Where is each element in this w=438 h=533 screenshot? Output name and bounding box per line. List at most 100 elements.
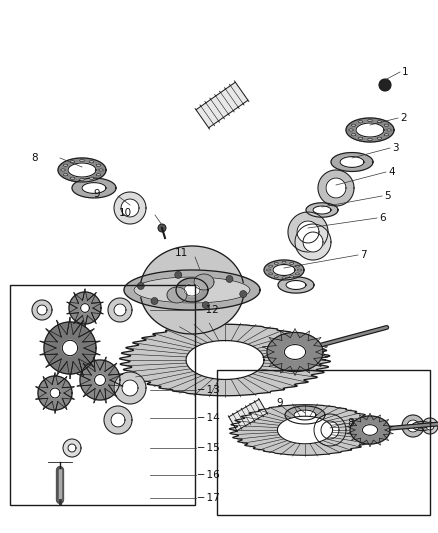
Polygon shape bbox=[350, 416, 390, 444]
Text: 1: 1 bbox=[402, 67, 409, 77]
Ellipse shape bbox=[89, 177, 94, 179]
Text: 5: 5 bbox=[384, 191, 391, 201]
Polygon shape bbox=[402, 415, 424, 437]
Ellipse shape bbox=[377, 120, 382, 123]
Polygon shape bbox=[63, 439, 81, 457]
Text: 11: 11 bbox=[175, 248, 188, 258]
Ellipse shape bbox=[70, 160, 75, 163]
Ellipse shape bbox=[368, 119, 372, 122]
Polygon shape bbox=[184, 284, 200, 296]
Polygon shape bbox=[104, 406, 132, 434]
Polygon shape bbox=[38, 376, 72, 410]
Ellipse shape bbox=[349, 129, 353, 131]
Polygon shape bbox=[111, 413, 125, 427]
Polygon shape bbox=[422, 418, 438, 434]
Polygon shape bbox=[68, 163, 96, 177]
Polygon shape bbox=[321, 421, 339, 439]
Ellipse shape bbox=[351, 124, 356, 126]
Polygon shape bbox=[167, 287, 187, 303]
Polygon shape bbox=[124, 270, 260, 310]
Polygon shape bbox=[82, 183, 106, 193]
Ellipse shape bbox=[266, 269, 271, 271]
Ellipse shape bbox=[282, 277, 286, 279]
Ellipse shape bbox=[358, 137, 363, 139]
Ellipse shape bbox=[290, 262, 294, 264]
Ellipse shape bbox=[290, 276, 294, 278]
Text: 4: 4 bbox=[388, 167, 395, 177]
Polygon shape bbox=[140, 246, 244, 334]
Ellipse shape bbox=[282, 261, 286, 263]
Polygon shape bbox=[314, 414, 346, 446]
Polygon shape bbox=[114, 304, 126, 316]
Polygon shape bbox=[286, 280, 306, 289]
Ellipse shape bbox=[70, 177, 75, 179]
Ellipse shape bbox=[377, 137, 382, 139]
Polygon shape bbox=[326, 178, 346, 198]
Polygon shape bbox=[95, 375, 106, 385]
Text: 7: 7 bbox=[360, 250, 367, 260]
Polygon shape bbox=[417, 424, 427, 428]
Text: ─ 16: ─ 16 bbox=[197, 470, 220, 480]
Text: ─ 13: ─ 13 bbox=[197, 385, 220, 395]
Polygon shape bbox=[122, 380, 138, 396]
Text: 3: 3 bbox=[392, 143, 399, 153]
Ellipse shape bbox=[96, 164, 101, 166]
Text: 2: 2 bbox=[400, 113, 406, 123]
Polygon shape bbox=[108, 298, 132, 322]
Polygon shape bbox=[176, 278, 208, 302]
Circle shape bbox=[158, 224, 166, 232]
Circle shape bbox=[379, 79, 391, 91]
Polygon shape bbox=[362, 425, 378, 435]
Ellipse shape bbox=[268, 273, 272, 275]
Ellipse shape bbox=[384, 134, 389, 136]
Polygon shape bbox=[273, 264, 295, 276]
Ellipse shape bbox=[351, 134, 356, 136]
Text: 9: 9 bbox=[93, 189, 100, 199]
Ellipse shape bbox=[89, 160, 94, 163]
Polygon shape bbox=[285, 406, 325, 424]
Text: 8: 8 bbox=[32, 153, 38, 163]
Polygon shape bbox=[80, 360, 120, 400]
Polygon shape bbox=[81, 304, 89, 312]
Text: 9: 9 bbox=[276, 398, 283, 408]
Polygon shape bbox=[412, 422, 432, 431]
Text: ─ 17: ─ 17 bbox=[197, 493, 220, 503]
Ellipse shape bbox=[61, 169, 65, 171]
Ellipse shape bbox=[99, 169, 103, 171]
Ellipse shape bbox=[387, 129, 391, 131]
Polygon shape bbox=[294, 410, 316, 420]
Ellipse shape bbox=[80, 179, 84, 181]
Polygon shape bbox=[134, 277, 250, 303]
Polygon shape bbox=[346, 118, 394, 142]
Text: ─ 12: ─ 12 bbox=[196, 305, 219, 315]
Polygon shape bbox=[229, 399, 267, 431]
Polygon shape bbox=[58, 158, 106, 182]
Circle shape bbox=[151, 297, 158, 304]
Circle shape bbox=[175, 271, 182, 278]
Ellipse shape bbox=[384, 124, 389, 126]
Text: ─ 14: ─ 14 bbox=[197, 413, 220, 423]
Circle shape bbox=[240, 290, 247, 297]
Polygon shape bbox=[114, 192, 146, 224]
Polygon shape bbox=[62, 340, 78, 356]
Text: 10: 10 bbox=[119, 208, 132, 218]
Text: ─ 15: ─ 15 bbox=[197, 443, 220, 453]
Ellipse shape bbox=[368, 139, 372, 141]
Polygon shape bbox=[331, 152, 373, 172]
Polygon shape bbox=[68, 444, 76, 452]
Ellipse shape bbox=[64, 164, 68, 166]
Ellipse shape bbox=[295, 273, 300, 275]
Polygon shape bbox=[44, 322, 96, 374]
Polygon shape bbox=[306, 203, 338, 217]
Polygon shape bbox=[120, 324, 330, 395]
Polygon shape bbox=[340, 157, 364, 167]
Polygon shape bbox=[121, 199, 139, 217]
Polygon shape bbox=[277, 416, 332, 444]
Ellipse shape bbox=[274, 262, 278, 264]
Polygon shape bbox=[295, 224, 331, 260]
Polygon shape bbox=[426, 422, 434, 430]
Polygon shape bbox=[313, 206, 331, 214]
Polygon shape bbox=[288, 212, 328, 252]
Polygon shape bbox=[50, 388, 60, 398]
Polygon shape bbox=[407, 420, 419, 432]
